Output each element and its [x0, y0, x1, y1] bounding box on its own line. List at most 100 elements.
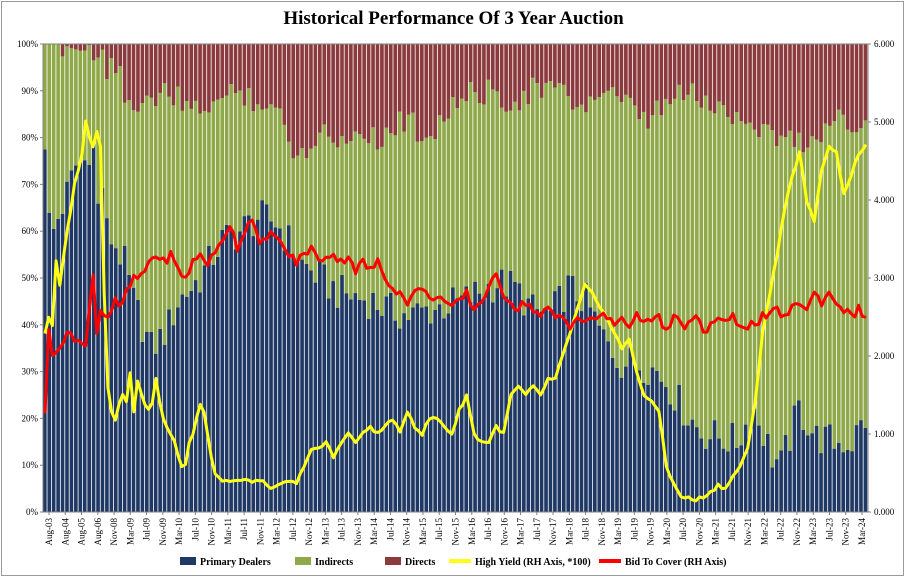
bar-directs: [300, 44, 304, 149]
bar-primary-dealers: [810, 433, 814, 512]
bar-primary-dealers: [473, 281, 477, 512]
bar-directs: [82, 44, 87, 51]
bar-primary-dealers: [850, 451, 854, 512]
bar-indirects: [229, 84, 233, 231]
x-tick-label: Aug-05: [77, 518, 87, 546]
bar-indirects: [584, 112, 588, 283]
bar-directs: [765, 44, 770, 125]
bar-primary-dealers: [823, 426, 828, 512]
bar-primary-dealers: [788, 450, 792, 512]
bar-primary-dealers: [557, 285, 562, 512]
bar-directs: [273, 44, 278, 108]
bar-indirects: [300, 148, 304, 260]
bar-directs: [184, 44, 189, 102]
bar-indirects: [748, 122, 752, 434]
bar-directs: [171, 44, 176, 106]
bar-primary-dealers: [127, 274, 131, 512]
bar-directs: [162, 44, 167, 84]
bar-directs: [451, 44, 455, 98]
bar-directs: [198, 44, 202, 114]
bar-directs: [96, 44, 100, 58]
bar-directs: [619, 44, 624, 102]
bar-indirects: [278, 108, 282, 229]
bar-primary-dealers: [82, 160, 87, 512]
bar-indirects: [757, 137, 761, 426]
bar-indirects: [118, 66, 123, 265]
bar-directs: [304, 44, 309, 159]
bar-primary-dealers: [415, 303, 420, 512]
bar-primary-dealers: [499, 269, 504, 512]
bar-primary-dealers: [663, 387, 668, 512]
bar-primary-dealers: [672, 410, 677, 512]
bar-primary-dealers: [140, 341, 145, 512]
bar-directs: [428, 44, 433, 137]
x-tick-label: Nov-23: [841, 518, 851, 546]
bar-directs: [726, 44, 730, 118]
bar-indirects: [734, 112, 739, 448]
bar-indirects: [82, 50, 87, 161]
bar-indirects: [238, 90, 242, 232]
bar-primary-dealers: [743, 424, 748, 512]
bar-primary-dealers: [739, 445, 744, 512]
bar-primary-dealers: [819, 453, 823, 512]
bar-primary-dealers: [100, 188, 105, 512]
high-yield-line: [43, 119, 868, 503]
bar-primary-dealers: [251, 236, 256, 513]
bar-indirects: [513, 101, 517, 282]
bar-primary-dealers: [349, 299, 353, 512]
bar-directs: [477, 44, 482, 103]
x-tick-label: Jul-11: [239, 518, 249, 540]
legend-indirects-label: Indirects: [315, 557, 353, 568]
bar-directs: [482, 44, 486, 105]
x-tick-label: Jul-14: [385, 518, 395, 541]
bar-primary-dealers: [411, 307, 415, 512]
bar-directs: [309, 44, 313, 149]
bar-indirects: [202, 111, 207, 266]
bar-directs: [433, 44, 437, 140]
bar-directs: [495, 44, 500, 92]
bar-primary-dealers: [47, 212, 52, 512]
x-tick-label: Jul-15: [434, 518, 444, 541]
bar-primary-dealers: [615, 367, 619, 512]
x-tick-label: Jul-12: [288, 518, 298, 541]
bar-directs: [251, 44, 256, 112]
bar-indirects: [765, 124, 770, 434]
bar-directs: [628, 44, 633, 98]
bar-directs: [730, 44, 735, 124]
bar-primary-dealers: [451, 287, 455, 512]
bar-indirects: [819, 142, 823, 454]
bar-indirects: [739, 121, 744, 446]
bar-primary-dealers: [397, 328, 402, 512]
bar-primary-dealers: [699, 438, 704, 512]
bar-directs: [490, 44, 495, 90]
bar-indirects: [845, 129, 850, 450]
bar-indirects: [43, 44, 47, 150]
bar-directs: [229, 44, 233, 85]
x-tick-label: Nov-13: [353, 518, 363, 546]
x-tick-label: Aug-03: [44, 518, 54, 546]
bar-directs: [486, 44, 491, 80]
bar-indirects: [224, 95, 229, 225]
bar-indirects: [641, 111, 646, 383]
bar-directs: [65, 44, 69, 47]
bar-primary-dealers: [318, 261, 322, 512]
x-tick-label: Mar-09: [125, 518, 135, 545]
bar-primary-dealers: [797, 400, 801, 512]
x-tick-label: Nov-16: [499, 518, 509, 546]
bar-indirects: [823, 123, 828, 427]
bar-indirects: [730, 123, 735, 423]
bar-primary-dealers: [264, 204, 269, 513]
bar-indirects: [797, 132, 801, 401]
bar-indirects: [668, 104, 673, 405]
bar-primary-dealers: [304, 263, 309, 512]
bar-indirects: [171, 105, 176, 326]
bar-directs: [553, 44, 557, 88]
bar-indirects: [597, 97, 602, 326]
bar-primary-dealers: [371, 292, 375, 512]
bar-directs: [60, 44, 65, 57]
bar-primary-dealers: [695, 427, 699, 512]
bar-primary-dealers: [854, 425, 859, 512]
bar-directs: [526, 44, 531, 105]
bar-directs: [615, 44, 619, 97]
